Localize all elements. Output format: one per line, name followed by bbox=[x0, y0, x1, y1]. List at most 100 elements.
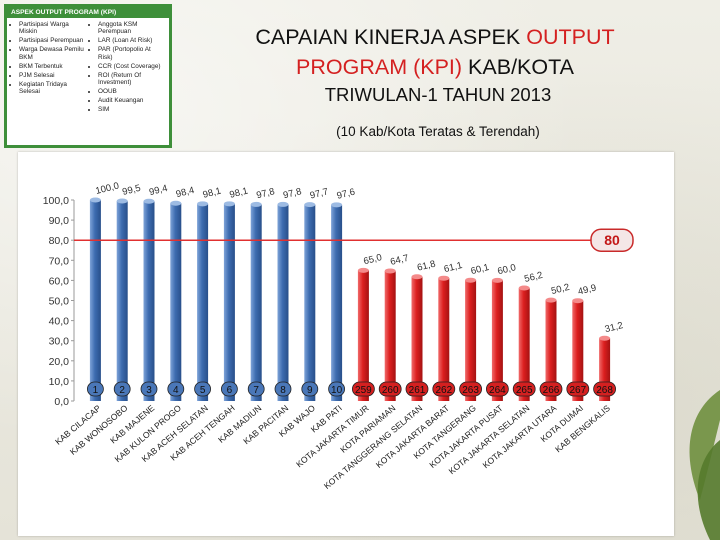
bar-value-label: 98,4 bbox=[175, 185, 196, 200]
bar-cap bbox=[491, 277, 503, 283]
bar bbox=[545, 300, 557, 401]
bar-cap bbox=[170, 200, 182, 206]
bar-cap bbox=[143, 198, 155, 204]
kpi-list-item: Kegiatan Tridaya Selesai bbox=[19, 81, 88, 96]
bar bbox=[331, 204, 343, 401]
rank-badge bbox=[378, 381, 402, 397]
rank-label: 263 bbox=[462, 385, 479, 396]
rank-label: 2 bbox=[119, 385, 125, 396]
bar-value-label: 97,8 bbox=[255, 186, 276, 201]
kpi-list-item: PJM Selesai bbox=[19, 72, 88, 79]
bar-value-label: 98,1 bbox=[202, 186, 223, 201]
bar-cap bbox=[331, 202, 343, 208]
bar bbox=[438, 278, 450, 401]
rank-badge bbox=[405, 381, 429, 397]
rank-badge bbox=[140, 381, 158, 397]
rank-label: 261 bbox=[409, 385, 426, 396]
bar-cap bbox=[223, 201, 235, 207]
bar bbox=[384, 270, 396, 401]
kpi-list-item: PAR (Portopolio At Risk) bbox=[98, 46, 167, 61]
bar-cap bbox=[89, 197, 101, 203]
rank-badge bbox=[194, 381, 212, 397]
rank-label: 264 bbox=[489, 385, 506, 396]
kpi-left-list: Partisipasi Warga Miskin Partisipasi Per… bbox=[9, 21, 88, 115]
bar-value-label: 97,6 bbox=[336, 187, 357, 202]
bar bbox=[250, 204, 262, 401]
rank-badge bbox=[220, 381, 238, 397]
rank-label: 8 bbox=[280, 385, 286, 396]
y-tick-label: 80,0 bbox=[49, 235, 70, 247]
bar-cap bbox=[545, 297, 557, 303]
rank-label: 7 bbox=[253, 385, 259, 396]
kpi-list-item: Partisipasi Perempuan bbox=[19, 37, 88, 44]
rank-badge bbox=[113, 381, 131, 397]
rank-label: 6 bbox=[227, 385, 233, 396]
bar-value-label: 64,7 bbox=[389, 253, 410, 268]
bar-value-label: 97,7 bbox=[309, 186, 330, 201]
bar-cap bbox=[599, 335, 611, 341]
bar-cap bbox=[384, 268, 396, 274]
page-title: CAPAIAN KINERJA ASPEK OUTPUT PROGRAM (KP… bbox=[200, 22, 670, 82]
kpi-list-item: LAR (Loan At Risk) bbox=[98, 37, 167, 44]
rank-label: 268 bbox=[596, 385, 613, 396]
y-tick-label: 40,0 bbox=[49, 316, 70, 328]
bar-cap bbox=[465, 277, 477, 283]
y-tick-label: 90,0 bbox=[49, 215, 70, 227]
rank-badge bbox=[351, 381, 375, 397]
bar bbox=[357, 270, 369, 401]
rank-badge bbox=[167, 381, 185, 397]
bar-cap bbox=[438, 275, 450, 281]
bar-value-label: 100,0 bbox=[94, 180, 120, 196]
rank-label: 5 bbox=[200, 385, 206, 396]
bar-cap bbox=[572, 298, 584, 304]
bar-cap bbox=[304, 202, 316, 208]
bar-value-label: 61,8 bbox=[416, 259, 437, 274]
bar-cap bbox=[197, 201, 209, 207]
bar-value-label: 99,5 bbox=[121, 183, 142, 198]
kpi-list-item: Audit Keuangan bbox=[98, 97, 167, 104]
y-tick-label: 10,0 bbox=[49, 376, 70, 388]
bar-value-label: 98,1 bbox=[228, 186, 249, 201]
kpi-list-item: SIM bbox=[98, 106, 167, 113]
kpi-list-item: OOUB bbox=[98, 88, 167, 95]
page-subtitle: TRIWULAN-1 TAHUN 2013 bbox=[324, 84, 552, 105]
rank-badge bbox=[328, 381, 346, 397]
y-tick-label: 20,0 bbox=[49, 356, 70, 368]
rank-label: 267 bbox=[569, 385, 586, 396]
rank-badge bbox=[459, 381, 483, 397]
rank-badge bbox=[432, 381, 456, 397]
y-tick-label: 100,0 bbox=[43, 195, 69, 207]
title-part-1: CAPAIAN KINERJA ASPEK bbox=[255, 25, 521, 49]
bar bbox=[411, 276, 423, 401]
rank-label: 260 bbox=[382, 385, 399, 396]
bar bbox=[277, 204, 289, 401]
rank-badge bbox=[593, 381, 616, 397]
rank-badge bbox=[301, 381, 319, 397]
rank-badge bbox=[274, 381, 292, 397]
kpi-list-item: CCR (Cost Coverage) bbox=[98, 63, 167, 70]
y-tick-label: 70,0 bbox=[49, 255, 70, 267]
rank-label: 4 bbox=[173, 385, 179, 396]
y-tick-label: 50,0 bbox=[49, 296, 70, 308]
bar-cap bbox=[357, 267, 369, 273]
bar bbox=[572, 300, 584, 401]
bar-cap bbox=[116, 198, 128, 204]
target-label: 80 bbox=[604, 232, 620, 248]
title-part-3: PROGRAM (KPI) bbox=[296, 55, 463, 79]
title-part-4: KAB/KOTA bbox=[468, 55, 574, 79]
bar bbox=[89, 200, 101, 401]
bar-value-label: 49,9 bbox=[577, 282, 598, 297]
rank-label: 265 bbox=[516, 385, 533, 396]
y-tick-label: 0,0 bbox=[54, 396, 69, 408]
rank-label: 1 bbox=[93, 385, 99, 396]
bar-cap bbox=[277, 201, 289, 207]
bar bbox=[518, 288, 530, 401]
bar bbox=[143, 201, 155, 401]
bar-value-label: 97,8 bbox=[282, 186, 303, 201]
bar-value-label: 56,2 bbox=[523, 270, 544, 285]
rank-badge bbox=[566, 381, 590, 397]
rank-label: 3 bbox=[146, 385, 152, 396]
bar-value-label: 60,0 bbox=[496, 262, 517, 277]
kpi-list-item: Partisipasi Warga Miskin bbox=[19, 21, 88, 36]
title-part-2: OUTPUT bbox=[526, 25, 615, 49]
